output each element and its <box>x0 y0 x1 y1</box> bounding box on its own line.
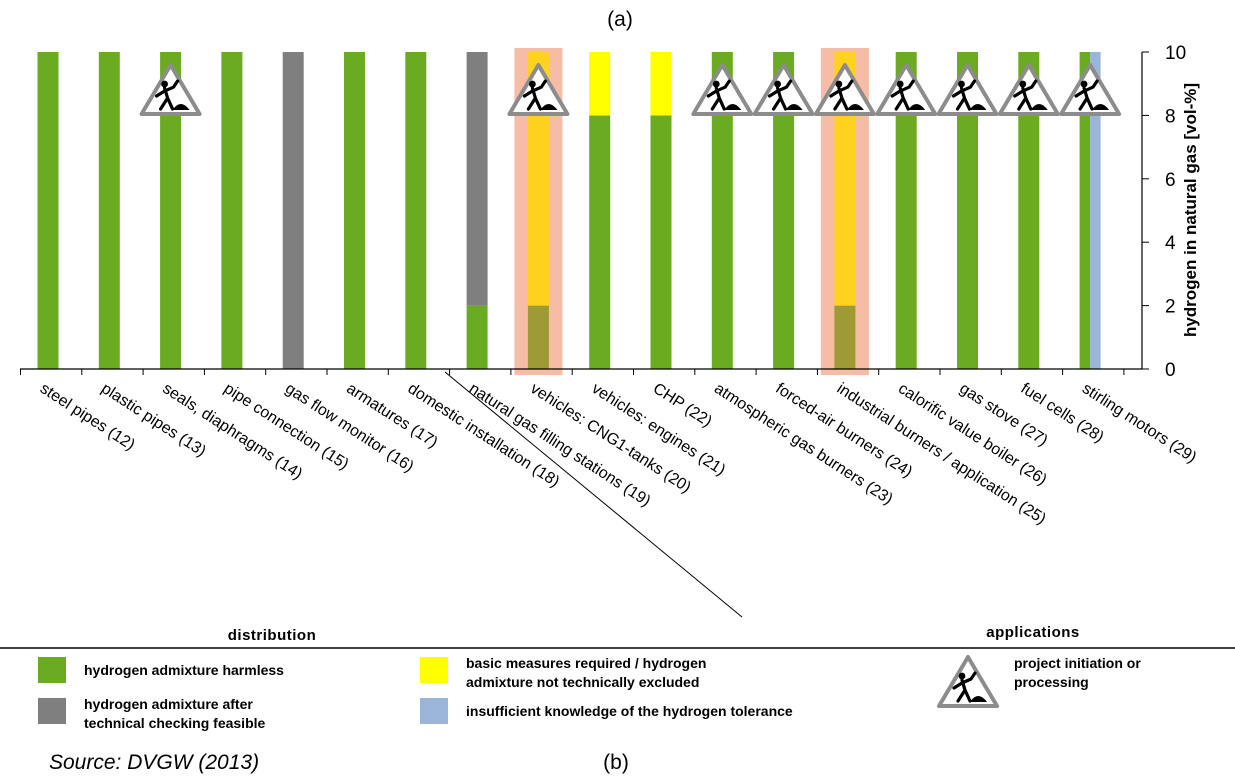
category-label-17: stirling motors (29) <box>1079 380 1199 466</box>
bar-harmless-12 <box>773 52 795 369</box>
y-tick-label-6: 6 <box>1165 170 1176 191</box>
panel-bottom-label: (b) <box>603 751 629 774</box>
y-tick-label-8: 8 <box>1165 106 1176 127</box>
source-note: Source: DVGW (2013) <box>49 751 259 774</box>
bar-harmless-8 <box>527 305 549 369</box>
bar-harmless-11 <box>711 52 733 369</box>
legend-label-checking-0: hydrogen admixture after <box>84 696 253 712</box>
bars-layer <box>37 52 1101 370</box>
project-icon-16 <box>997 63 1060 117</box>
legend-swatch-insufficient <box>420 698 448 724</box>
y-axis-label: hydrogen in natural gas [vol-%] <box>1181 83 1200 337</box>
section-label-applications: applications <box>986 624 1080 641</box>
legend-label-harmless-0: hydrogen admixture harmless <box>84 662 284 678</box>
construction-worker-warning-icon <box>937 655 999 708</box>
legend-swatch-basic <box>420 657 448 683</box>
bar-insufficient-17 <box>1090 52 1101 369</box>
legend-label-project-0: project initiation or <box>1014 655 1141 671</box>
y-tick-labels-layer: 0 2 4 6 8 10 <box>1165 43 1186 381</box>
bar-harmless-5 <box>344 52 365 369</box>
bar-harmless-17 <box>1079 52 1091 369</box>
legend-label-insufficient-0: insufficient knowledge of the hydrogen t… <box>466 703 793 719</box>
section-divider-line <box>444 371 743 618</box>
bar-harmless-13 <box>834 305 856 369</box>
bar-checking-4 <box>282 52 304 369</box>
project-icon-14 <box>875 63 938 117</box>
legend: hydrogen admixture harmless hydrogen admi… <box>38 655 1141 731</box>
bar-harmless-15 <box>957 52 978 369</box>
legend-label-basic-1: admixture not technically excluded <box>466 674 699 690</box>
bar-harmless-7 <box>466 305 488 369</box>
highlight-layer <box>514 48 869 375</box>
legend-swatch-harmless <box>38 657 66 683</box>
y-tick-label-0: 0 <box>1165 360 1176 381</box>
panel-top-label: (a) <box>607 8 633 31</box>
bar-checking-7 <box>466 52 488 306</box>
bar-harmless-16 <box>1018 52 1040 369</box>
bar-harmless-0 <box>37 52 59 369</box>
category-label-1: plastic pipes (13) <box>98 380 209 460</box>
project-icon-15 <box>936 63 999 117</box>
y-tick-label-4: 4 <box>1165 233 1176 254</box>
project-icon-11 <box>691 63 754 117</box>
section-label-distribution: distribution <box>228 627 317 644</box>
bar-harmless-3 <box>221 52 243 369</box>
bar-basic-9 <box>589 52 611 116</box>
bar-harmless-14 <box>895 52 917 369</box>
legend-label-basic-0: basic measures required / hydrogen <box>466 655 706 671</box>
legend-swatch-checking <box>38 698 66 724</box>
project-icon-12 <box>752 63 815 117</box>
project-icon-2 <box>139 63 202 117</box>
project-icon-17 <box>1059 63 1122 117</box>
bar-harmless-1 <box>98 52 120 369</box>
y-tick-label-2: 2 <box>1165 297 1176 318</box>
bar-harmless-6 <box>405 52 427 369</box>
bar-basic-10 <box>650 52 672 116</box>
bar-harmless-2 <box>160 52 182 369</box>
y-tick-label-10: 10 <box>1165 43 1186 64</box>
bar-harmless-10 <box>650 115 672 370</box>
axis-layer <box>20 51 1149 375</box>
category-labels-layer: steel pipes (12)plastic pipes (13)seals,… <box>37 380 1199 528</box>
legend-label-project-1: processing <box>1014 674 1089 690</box>
bar-harmless-9 <box>589 115 611 370</box>
legend-label-checking-1: technical checking feasible <box>84 715 266 731</box>
